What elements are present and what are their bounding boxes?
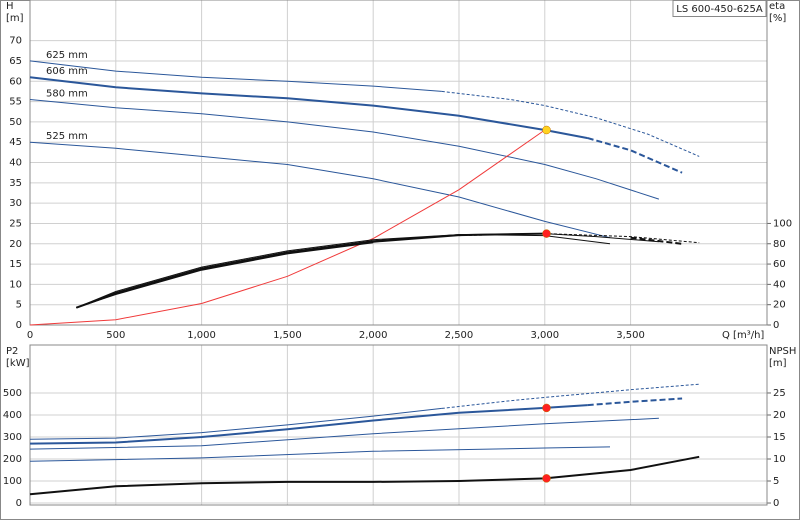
curve — [29, 404, 588, 445]
plot-frame — [29, 344, 768, 506]
x-axis-label: Q [m³/h] — [722, 330, 764, 341]
y2-tick-label: 10 — [773, 454, 786, 465]
curve — [29, 141, 611, 239]
y-tick-label: 30 — [9, 198, 22, 209]
title-box — [672, 0, 767, 17]
curve — [587, 397, 683, 407]
x-tick-label: 1,000 — [187, 330, 216, 341]
curve-label: 606 mm — [46, 66, 88, 77]
y-tick-label: 10 — [9, 279, 22, 290]
y-axis-label: H — [6, 1, 14, 12]
x-tick-label: 1,500 — [273, 330, 302, 341]
y-tick-label: 40 — [9, 158, 22, 169]
y-tick-label: 70 — [9, 36, 22, 47]
y-tick-label: 60 — [9, 76, 22, 87]
x-tick-label: 3,500 — [616, 330, 645, 341]
curve — [29, 60, 442, 92]
y2-tick-label: 5 — [773, 476, 779, 487]
curve — [587, 137, 683, 174]
x-tick-label: 0 — [27, 330, 33, 341]
x-tick-label: 3,000 — [530, 330, 559, 341]
y-tick-label: 25 — [9, 218, 22, 229]
y-tick-label: 20 — [9, 239, 22, 250]
curve — [29, 455, 700, 496]
y2-axis-label: eta — [769, 1, 785, 12]
y-tick-label: 100 — [3, 476, 22, 487]
y2-axis-label: [m] — [769, 358, 787, 369]
curve — [441, 383, 700, 409]
plot-area — [29, 344, 768, 506]
y2-tick-label: 25 — [773, 388, 786, 399]
chart-title: LS 600-450-625A — [676, 4, 763, 15]
y-tick-label: 55 — [9, 97, 22, 108]
y-tick-label: 5 — [16, 300, 22, 311]
curve-label: 580 mm — [46, 89, 88, 100]
y2-axis-label: NPSH — [769, 346, 796, 357]
curve — [29, 407, 442, 440]
duty-point — [542, 229, 551, 238]
y-tick-label: 45 — [9, 137, 22, 148]
curve — [29, 446, 611, 462]
y-tick-label: 300 — [3, 432, 22, 443]
y2-tick-label: 100 — [773, 218, 792, 229]
y-axis-label: [kW] — [6, 358, 30, 369]
y-tick-label: 50 — [9, 117, 22, 128]
curve — [76, 234, 611, 309]
y-tick-label: 65 — [9, 56, 22, 67]
y2-tick-label: 20 — [773, 300, 786, 311]
curve-label: 625 mm — [46, 50, 88, 61]
y-tick-label: 500 — [3, 388, 22, 399]
y-tick-label: 0 — [16, 498, 22, 509]
y-axis-label: P2 — [6, 346, 18, 357]
y2-tick-label: 80 — [773, 239, 786, 250]
duty-point — [542, 125, 551, 135]
curve — [441, 90, 700, 157]
y2-tick-label: 0 — [773, 498, 779, 509]
y2-tick-label: 20 — [773, 410, 786, 421]
curve — [76, 233, 659, 309]
x-tick-label: 2,000 — [359, 330, 388, 341]
y-tick-label: 35 — [9, 178, 22, 189]
x-tick-label: 500 — [106, 330, 125, 341]
plot-frame — [29, 0, 768, 326]
y-tick-label: 15 — [9, 259, 22, 270]
y-axis-label: [m] — [6, 13, 24, 24]
y2-tick-label: 0 — [773, 320, 779, 331]
y-tick-label: 400 — [3, 410, 22, 421]
y-tick-label: 200 — [3, 454, 22, 465]
curve — [29, 129, 546, 326]
duty-point — [542, 474, 551, 483]
curve-label: 525 mm — [46, 131, 88, 142]
duty-point — [542, 403, 551, 413]
y2-tick-label: 15 — [773, 432, 786, 443]
y2-axis-label: [%] — [769, 13, 786, 24]
curve — [29, 99, 660, 200]
y2-tick-label: 40 — [773, 279, 786, 290]
curve — [29, 76, 588, 140]
curve — [29, 417, 659, 450]
y-tick-label: 0 — [16, 320, 22, 331]
y2-tick-label: 60 — [773, 259, 786, 270]
x-tick-label: 2,500 — [445, 330, 474, 341]
